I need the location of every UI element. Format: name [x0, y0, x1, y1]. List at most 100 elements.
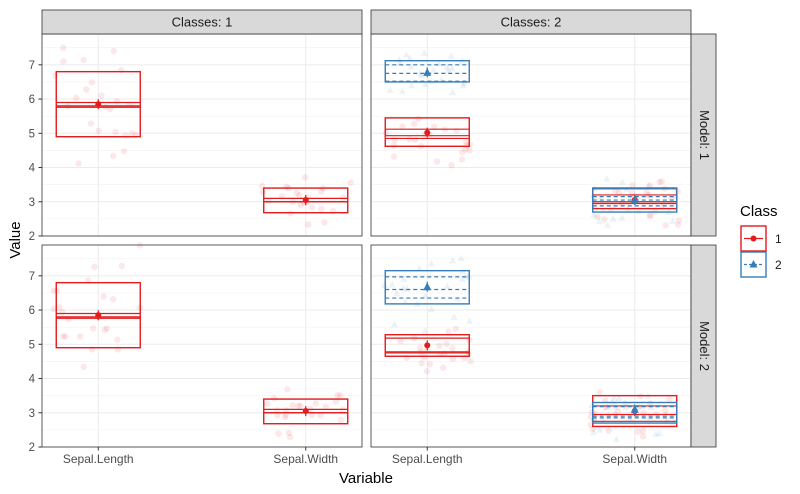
mean-marker — [630, 195, 639, 204]
mean-marker — [424, 129, 431, 136]
jitter-point — [75, 160, 82, 167]
jitter-point — [443, 282, 451, 289]
jitter-point — [420, 49, 428, 56]
axes: Variable Value 2 3 4 5 6 7 2 3 4 5 6 7 Sepal.Length S… — [7, 60, 667, 487]
jitter-point — [337, 392, 344, 399]
box-iqr — [55, 70, 141, 138]
legend-label-class-1: 1 — [775, 232, 782, 246]
jitter-point — [80, 56, 87, 63]
box-iqr — [384, 60, 470, 83]
jitter-point — [297, 402, 304, 409]
row-strip-2: Model: 2 — [690, 244, 717, 448]
jitter-point — [110, 152, 117, 160]
jitter-point — [603, 174, 611, 182]
y-tick-label: 3 — [29, 197, 35, 209]
jitter-point — [447, 52, 455, 60]
jitter-point — [662, 407, 669, 415]
jitter-point — [88, 79, 96, 86]
jitter-point — [590, 428, 598, 436]
jitter-point — [390, 142, 398, 149]
jitter-point — [59, 333, 67, 340]
jitter-point — [308, 411, 316, 419]
y-tick-label: 5 — [29, 128, 35, 140]
jitter-point — [443, 63, 451, 70]
jitter-point — [50, 305, 57, 313]
jitter-point — [595, 217, 603, 225]
jitter-point — [595, 192, 603, 200]
box-sepal-length-class-2 — [384, 60, 470, 83]
jitter-point — [128, 130, 136, 137]
jitter-point — [463, 138, 470, 146]
jitter-point — [110, 47, 118, 55]
box-sepal-length-class-2 — [384, 269, 470, 305]
jitter-point — [618, 214, 626, 221]
jitter-point — [666, 395, 673, 403]
jitter-point — [72, 94, 80, 102]
jitter-point — [100, 293, 107, 300]
jitter-point — [646, 213, 654, 220]
jitter-point — [264, 400, 271, 407]
jitter-point — [334, 392, 341, 399]
y-tick-label: 2 — [29, 231, 35, 243]
mean-marker — [302, 408, 309, 415]
jitter-point — [87, 120, 95, 127]
jitter-point — [386, 86, 394, 93]
legend-key-marker — [750, 235, 757, 242]
jitter-point — [662, 222, 669, 229]
col-strip-label-2: Classes: 2 — [501, 15, 562, 30]
jitter-point — [62, 333, 69, 340]
jitter-point — [60, 58, 67, 65]
box-sepal-width-class-2 — [592, 188, 678, 213]
mean-marker — [423, 67, 432, 76]
jitter-point — [56, 304, 63, 311]
jitter-point — [101, 326, 108, 334]
jitter-point — [312, 400, 319, 407]
jitter-point — [618, 178, 626, 185]
jitter-point — [450, 313, 458, 320]
jitter-point — [436, 342, 443, 350]
jitter-point — [308, 204, 316, 211]
jitter-point — [601, 216, 608, 223]
jitter-point — [95, 127, 102, 134]
jitter-point — [110, 296, 117, 303]
jitter-point — [430, 66, 438, 73]
jitter-point — [462, 146, 469, 153]
col-strip-2: Classes: 2 — [370, 9, 692, 35]
jitter-point — [658, 202, 666, 210]
panels-layer — [41, 33, 692, 448]
jitter-point — [668, 194, 675, 201]
box-iqr — [592, 401, 678, 424]
jitter-point — [647, 400, 654, 407]
jitter-point — [596, 426, 604, 433]
y-tick-label: 7 — [29, 60, 35, 72]
legend-key-class-2: 2 — [740, 251, 782, 278]
x-tick-label: Sepal.Width — [602, 452, 667, 466]
x-axis-title: Variable — [339, 470, 393, 487]
jitter-point — [64, 103, 71, 110]
box-iqr — [384, 334, 470, 357]
jitter-point — [652, 430, 660, 437]
panel-background — [371, 245, 691, 447]
legend-label-class-2: 2 — [775, 258, 782, 272]
jitter-point — [669, 217, 677, 224]
panel-1-2 — [370, 33, 692, 237]
y-tick-label: 6 — [29, 94, 35, 106]
jitter-point — [265, 197, 272, 205]
jitter-point — [449, 355, 457, 362]
x-tick-label: Sepal.Width — [273, 452, 338, 466]
jitter-point — [82, 86, 90, 93]
jitter-point — [646, 211, 654, 218]
jitter-point — [449, 88, 457, 96]
jitter-point — [415, 264, 423, 272]
jitter-point — [393, 289, 401, 296]
jitter-point — [417, 344, 424, 352]
box-iqr — [263, 398, 349, 425]
jitter-point — [453, 127, 460, 134]
jitter-point — [390, 320, 398, 328]
jitter-point — [658, 178, 665, 185]
legend-key-class-1: 1 — [740, 225, 782, 252]
jitter-point — [293, 189, 300, 197]
box-iqr — [55, 281, 141, 349]
jitter-point — [113, 98, 121, 105]
jitter-point — [114, 336, 121, 343]
